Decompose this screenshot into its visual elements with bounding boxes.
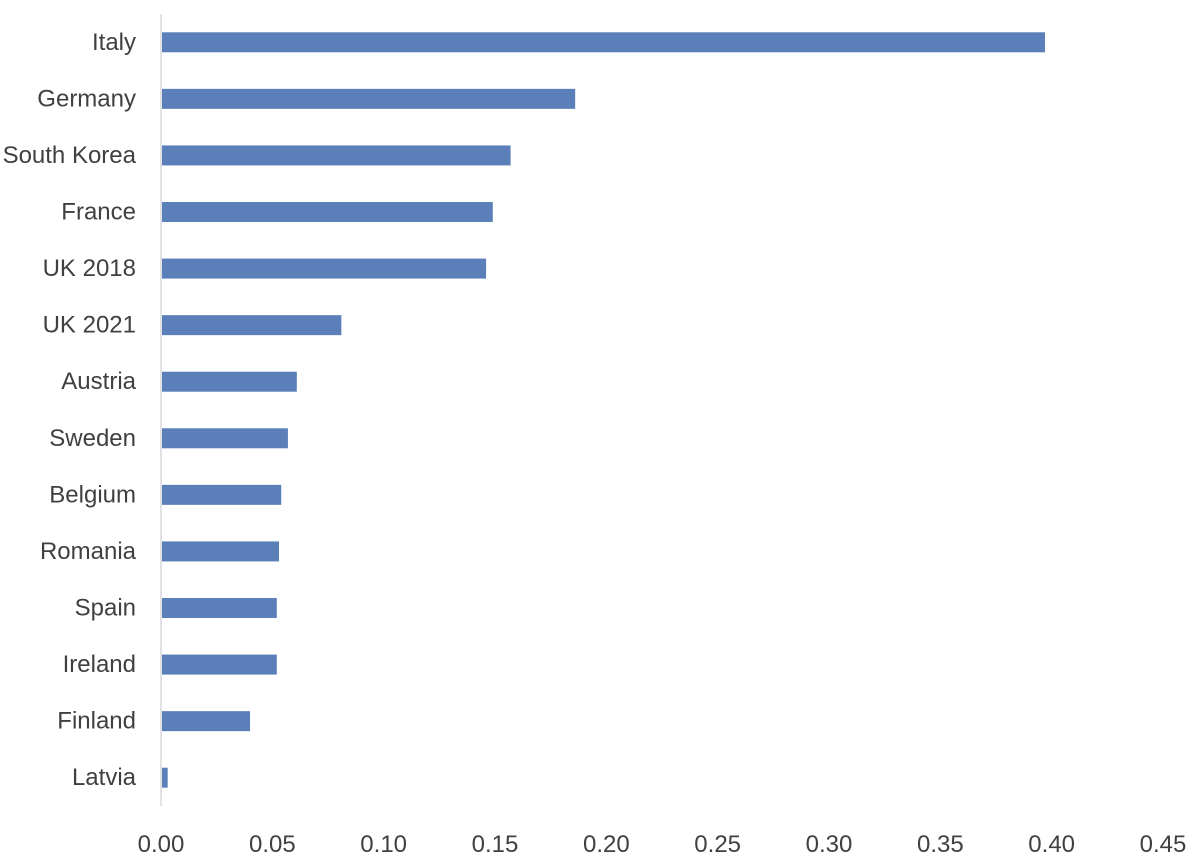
x-tick-label: 0.35 <box>917 831 964 858</box>
category-label: France <box>61 199 136 226</box>
x-tick-label: 0.30 <box>806 831 853 858</box>
category-label: Finland <box>57 708 136 735</box>
category-label: South Korea <box>3 142 137 169</box>
bar-austria <box>162 371 297 392</box>
x-tick-labels: 0.00 0.05 0.10 0.15 0.20 0.25 0.30 0.35 0.40 0.45 <box>138 831 1187 858</box>
category-label: Germany <box>37 85 136 112</box>
category-label: Belgium <box>49 481 136 508</box>
bar-germany <box>162 88 576 109</box>
bars-group <box>162 32 1045 788</box>
x-tick-label: 0.40 <box>1028 831 1075 858</box>
bar-italy <box>162 32 1045 53</box>
category-label: Romania <box>40 538 137 565</box>
x-tick-label: 0.25 <box>694 831 741 858</box>
x-tick-label: 0.10 <box>360 831 407 858</box>
bar-france <box>162 202 493 222</box>
category-label: Latvia <box>72 764 137 791</box>
category-label: Italy <box>92 29 136 56</box>
category-label: Ireland <box>63 651 136 678</box>
category-label: UK 2018 <box>43 255 136 282</box>
bar-ireland <box>162 654 277 675</box>
x-tick-label: 0.00 <box>138 831 185 858</box>
bar-latvia <box>162 767 168 788</box>
bar-sweden <box>162 428 288 449</box>
bar-belgium <box>162 484 282 505</box>
x-tick-label: 0.20 <box>583 831 630 858</box>
x-tick-label: 0.45 <box>1140 831 1187 858</box>
x-tick-label: 0.15 <box>472 831 519 858</box>
bar-romania <box>162 541 280 562</box>
category-label: Austria <box>61 368 136 395</box>
category-label: Spain <box>75 595 136 622</box>
x-tick-label: 0.05 <box>249 831 296 858</box>
category-label: Sweden <box>49 425 136 452</box>
bar-uk-2021 <box>162 315 342 336</box>
category-labels: Italy Germany South Korea France UK 2018 UK 2… <box>3 29 137 791</box>
bar-finland <box>162 711 251 732</box>
bar-uk-2018 <box>162 258 487 279</box>
bar-south-korea <box>162 145 511 166</box>
bar-spain <box>162 598 277 618</box>
category-label: UK 2021 <box>43 312 136 339</box>
